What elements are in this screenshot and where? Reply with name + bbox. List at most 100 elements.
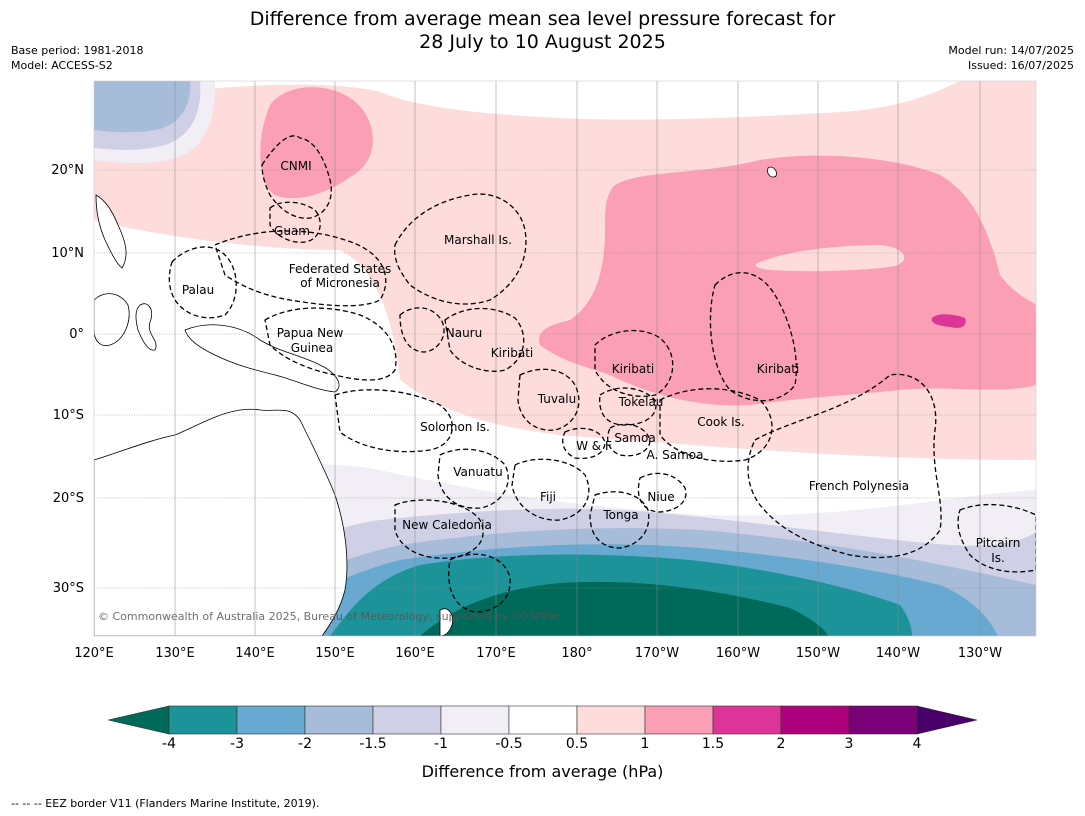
- place-label: Vanuatu: [453, 465, 503, 479]
- longitude-label: 180°: [561, 646, 592, 661]
- place-label: French Polynesia: [809, 479, 909, 493]
- eez-cook: [659, 388, 773, 462]
- colorbar-tick-label: 1: [640, 736, 650, 752]
- longitude-label: 130°W: [958, 646, 1002, 661]
- longitude-labels: 120°E 130°E 140°E 150°E 160°E 170°E 180° 170°W 1…: [74, 646, 1002, 661]
- place-label: Kiribati: [491, 346, 533, 360]
- colorbar-tick-label: -0.5: [495, 736, 523, 752]
- latitude-label: 10°N: [51, 246, 84, 261]
- place-label: Samoa: [614, 431, 655, 445]
- land-hawaii: [767, 166, 777, 178]
- title-line-2: 28 July to 10 August 2025: [419, 31, 666, 53]
- copyright-notice: © Commonwealth of Australia 2025, Bureau…: [98, 610, 561, 623]
- anomaly-zone-nw-blue: [94, 81, 191, 133]
- eez-nauru: [399, 307, 445, 353]
- colorbar-swatch: [712, 705, 782, 735]
- colorbar-swatch: [508, 705, 578, 735]
- anomaly-zone-neutral-north: [94, 81, 960, 120]
- longitude-label: 140°E: [235, 646, 275, 661]
- eez-palau: [168, 246, 237, 319]
- longitude-label: 170°E: [476, 646, 516, 661]
- eez-tuvalu: [517, 368, 580, 431]
- eez-kiribati-east: [709, 272, 797, 402]
- latitude-label: 0°: [69, 327, 84, 342]
- land-new-zealand: [439, 608, 454, 636]
- colorbar-swatch: [168, 705, 238, 735]
- eez-solomon: [334, 389, 453, 453]
- chart-title: Difference from average mean sea level p…: [0, 8, 1085, 54]
- place-label: Kiribati: [612, 362, 654, 376]
- colorbar-tick-label: -2: [298, 736, 312, 752]
- place-label: Tuvalu: [537, 392, 577, 406]
- model-name: Model: ACCESS-S2: [11, 59, 113, 72]
- eez-kiribati-central: [594, 329, 674, 397]
- colorbar-tick-label: 0.5: [565, 736, 589, 752]
- colorbar: [107, 705, 978, 735]
- latitude-labels: 20°N 10°N 0° 10°S 20°S 30°S: [51, 163, 84, 596]
- land-philippines: [95, 194, 127, 269]
- colorbar-swatch: [304, 705, 374, 735]
- place-label: Solomon Is.: [420, 420, 490, 434]
- land-sulawesi: [135, 303, 157, 351]
- eez-marshall: [394, 193, 527, 305]
- eez-tokelau: [599, 387, 657, 426]
- model-run: Model run: 14/07/2025: [948, 44, 1074, 57]
- place-label: Kiribati: [757, 362, 799, 376]
- place-label: Pitcairn: [976, 536, 1021, 550]
- eez-cnmi: [261, 135, 332, 219]
- colorbar-swatch: [236, 705, 306, 735]
- eez-fiji: [511, 458, 590, 521]
- longitude-label: 130°E: [155, 646, 195, 661]
- anomaly-zone-central-pink: [539, 155, 1036, 406]
- eez-fsm: [214, 230, 387, 307]
- land-new-guinea: [184, 324, 340, 393]
- place-label: Marshall Is.: [444, 233, 512, 247]
- place-label: Nauru: [446, 326, 482, 340]
- eez-nz-kermadec: [448, 553, 511, 613]
- anomaly-zone-south-darkgreen: [420, 581, 828, 636]
- colorbar-swatch: [644, 705, 714, 735]
- eez-kiribati-west: [444, 307, 525, 372]
- map-frame: [93, 80, 1037, 637]
- eez-vanuatu: [437, 448, 509, 509]
- place-label: Guinea: [291, 341, 334, 355]
- colorbar-tick-label: -4: [162, 736, 176, 752]
- colorbar-tick-label: 4: [912, 736, 922, 752]
- latitude-label: 20°N: [51, 163, 84, 178]
- land-borneo: [94, 293, 130, 347]
- anomaly-zone-cnmi-pink: [260, 87, 373, 199]
- longitude-label: 150°W: [796, 646, 840, 661]
- eez-guam: [269, 201, 321, 243]
- anomaly-zone-central-neutral-patch: [755, 245, 905, 272]
- latitude-label: 30°S: [53, 581, 84, 596]
- eez-niue: [637, 472, 687, 513]
- place-label: Is.: [991, 551, 1005, 565]
- longitude-label: 170°W: [635, 646, 679, 661]
- colorbar-swatch: [372, 705, 442, 735]
- colorbar-extend-high: [916, 705, 978, 735]
- longitude-label: 160°E: [395, 646, 435, 661]
- place-label: of Micronesia: [300, 276, 380, 290]
- place-label: W & F: [576, 439, 612, 453]
- colorbar-swatch: [576, 705, 646, 735]
- map-panel: [94, 81, 1036, 636]
- eez-borders: [168, 135, 1036, 613]
- place-label: Federated States: [289, 262, 391, 276]
- colorbar-tick-label: -1: [434, 736, 448, 752]
- eez-wallis: [562, 427, 606, 460]
- latitude-label: 20°S: [53, 491, 84, 506]
- longitude-label: 150°E: [315, 646, 355, 661]
- colorbar-tick-label: 3: [844, 736, 854, 752]
- colorbar-tick-label: -3: [230, 736, 244, 752]
- colorbar-tick-label: 2: [776, 736, 786, 752]
- eez-png: [264, 307, 397, 381]
- colorbar-extend-low: [107, 705, 170, 735]
- place-label: Papua New: [277, 326, 344, 340]
- issued-date: Issued: 16/07/2025: [967, 59, 1074, 72]
- colorbar-swatch: [440, 705, 510, 735]
- colorbar-label: Difference from average (hPa): [421, 762, 664, 781]
- colorbar-swatch: [848, 705, 918, 735]
- place-label: Cook Is.: [697, 415, 744, 429]
- place-label: Palau: [182, 283, 214, 297]
